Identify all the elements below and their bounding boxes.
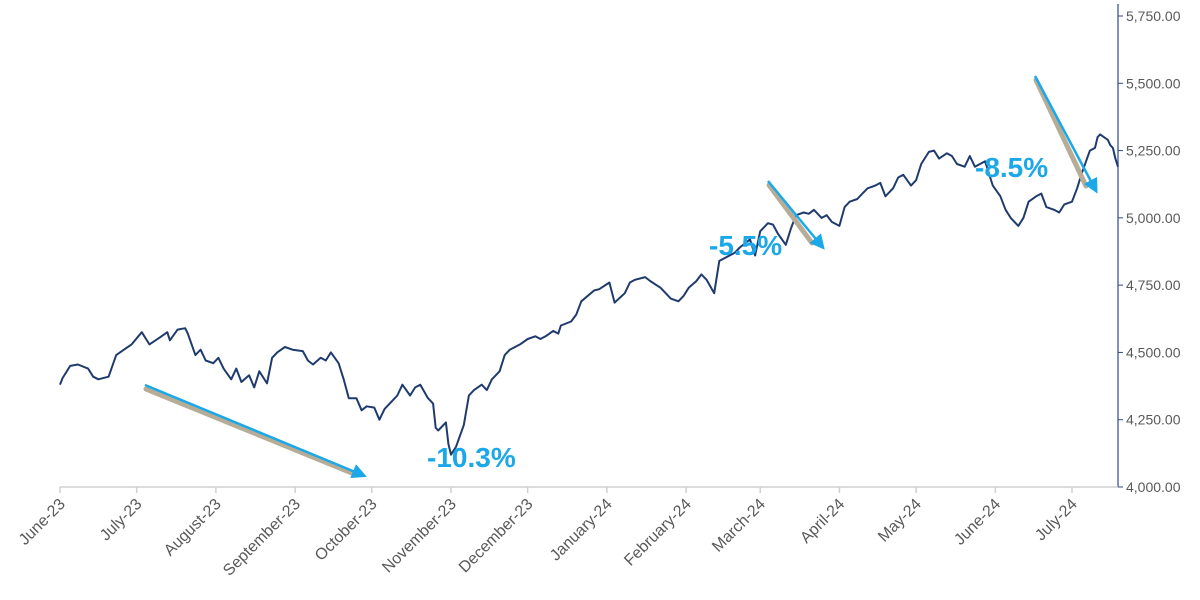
drawdown-arrow [144,383,367,479]
x-tick-label: March-24 [709,496,769,556]
x-tick-label: September-23 [220,496,304,580]
x-tick-label: April-24 [797,496,848,547]
x-tick-label: February-24 [621,496,695,570]
y-tick-label: 4,750.00 [1126,277,1181,293]
y-tick-label: 4,250.00 [1126,412,1181,428]
x-tick-label: June-23 [16,496,69,549]
y-tick-label: 4,500.00 [1126,344,1181,360]
y-tick-label: 4,000.00 [1126,479,1181,495]
drawdown-label: -8.5% [975,152,1048,183]
x-tick-label: December-23 [456,496,537,577]
x-tick-label: July-23 [97,496,146,545]
drawdown-label: -10.3% [427,442,516,473]
annotations-layer: -10.3% -5.5% -8.5% [427,152,1048,473]
x-tick-label: May-24 [875,496,925,546]
drawdown-label: -5.5% [709,230,782,261]
x-tick-label: November-23 [379,496,460,577]
x-tick-label: July-24 [1032,496,1081,545]
series-line [59,133,1119,456]
x-tick-label: October-23 [312,496,381,565]
drawdown-arrow [767,180,825,250]
y-tick-label: 5,750.00 [1126,8,1181,24]
drawdown-arrow-shadow [766,182,815,246]
y-tick-label: 5,000.00 [1126,210,1181,226]
drawdown-arrow [1033,75,1098,194]
drawdown-arrow-shadow [1033,77,1089,189]
x-tick-label: January-24 [547,496,616,565]
y-tick-label: 5,250.00 [1126,143,1181,159]
y-tick-label: 5,500.00 [1126,75,1181,91]
arrows-layer [143,75,1098,479]
drawdown-arrow-shadow [143,386,355,476]
series-layer [59,133,1119,456]
x-tick-label: August-23 [161,496,225,560]
y-axis: 4,000.00 4,250.00 4,500.00 4,750.00 5,000.00… [1117,4,1181,495]
x-tick-label: June-24 [951,496,1004,549]
